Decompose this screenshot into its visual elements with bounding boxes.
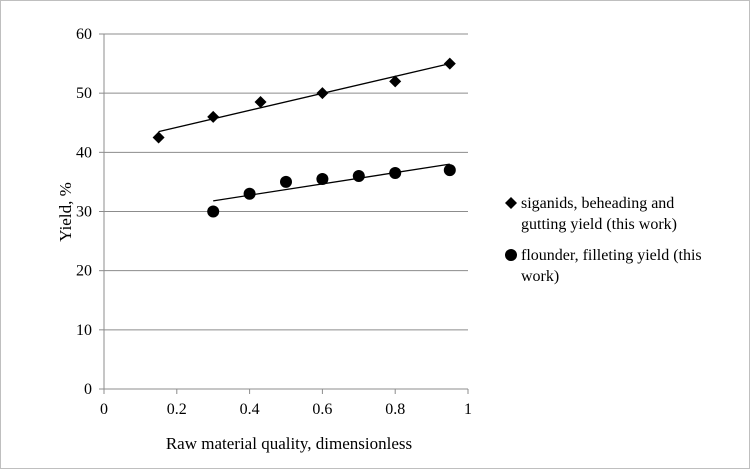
y-tick-label-6: 60 <box>76 26 92 43</box>
data-markers <box>152 57 456 218</box>
circle-series-point-1 <box>243 187 256 200</box>
tick-labels: 0 10 20 30 40 50 60 0 0.2 0.4 0.6 0.8 1 <box>76 26 472 418</box>
diamond-series-point-5 <box>443 57 456 70</box>
diamond-series-point-3 <box>316 87 329 100</box>
y-axis-title: Yield, % <box>56 182 75 242</box>
circle-series-point-4 <box>352 170 365 182</box>
y-tick-label-2: 20 <box>76 263 92 280</box>
y-tick-label-3: 30 <box>76 204 92 221</box>
legend: siganids, beheading and gutting yield (th… <box>505 195 702 285</box>
legend-label-diamond-series: siganids, beheading and gutting yield (th… <box>521 195 677 233</box>
circle-series-point-0 <box>207 205 220 218</box>
circle-series-point-2 <box>280 175 292 188</box>
circle-series-point-5 <box>389 167 402 180</box>
legend-marker-diamond-series <box>505 197 517 209</box>
diamond-series-point-1 <box>207 110 220 123</box>
x-tick-label-4: 0.8 <box>385 401 405 418</box>
x-tick-label-3: 0.6 <box>312 401 332 418</box>
x-tick-label-5: 1 <box>464 401 472 418</box>
gridlines <box>104 33 468 331</box>
x-axis-title: Raw material quality, dimensionless <box>166 434 412 453</box>
x-tick-label-0: 0 <box>100 401 108 418</box>
diamond-series-point-2 <box>254 96 267 109</box>
diamond-series-point-0 <box>152 131 165 144</box>
legend-label-circle-series: flounder, filleting yield (this work) <box>521 247 702 285</box>
circle-series-point-6 <box>443 164 456 177</box>
y-tick-label-0: 0 <box>84 381 92 398</box>
legend-marker-circle-series <box>505 249 517 261</box>
axes <box>99 33 469 394</box>
y-tick-label-4: 40 <box>76 144 92 161</box>
y-tick-label-1: 10 <box>76 322 92 339</box>
x-tick-label-1: 0.2 <box>167 401 187 418</box>
diamond-series-trendline <box>158 62 450 133</box>
diamond-series-point-4 <box>389 75 402 88</box>
y-tick-label-5: 50 <box>76 85 92 102</box>
circle-series-point-3 <box>316 172 329 185</box>
x-tick-label-2: 0.4 <box>240 401 260 418</box>
trendlines <box>158 62 450 202</box>
